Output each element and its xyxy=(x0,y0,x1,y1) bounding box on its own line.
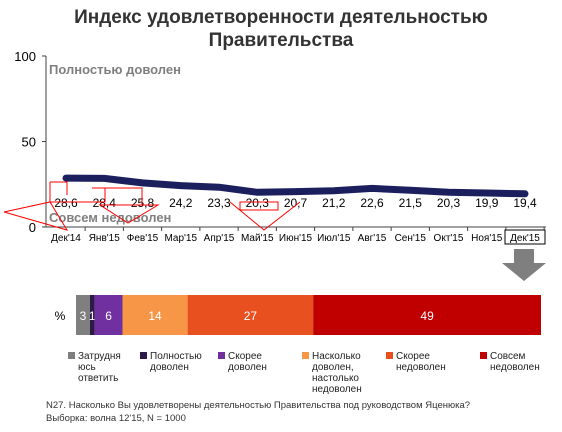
x-axis: Дек'14 Янв'15 Фев'15 Мар'15 Апр'15 Май'15 Июн'… xyxy=(46,226,546,245)
legend-label: Скорее xyxy=(228,351,262,362)
footnote-question: N27. Насколько Вы удовлетворены деятельн… xyxy=(46,400,470,411)
legend-label: доволен xyxy=(228,362,267,373)
band-label-bottom: Совсем недоволен xyxy=(49,210,171,225)
series-line-path xyxy=(62,174,529,198)
value-label: 28,6 xyxy=(54,196,78,210)
x-tick-label: Июн'15 xyxy=(279,233,313,244)
legend-swatch xyxy=(302,352,309,359)
callout-arrow-left xyxy=(3,201,69,231)
x-tick-label: Дек'15 xyxy=(510,233,540,244)
legend-label: доволен, xyxy=(312,362,354,373)
legend-label: настолько xyxy=(312,373,359,384)
distribution-stacked-bar: % 3 1 6 14 27 49 xyxy=(55,295,541,335)
legend-swatch xyxy=(218,352,225,359)
legend-label: ответить xyxy=(78,373,118,384)
band-labels: Полностью доволен Совсем недоволен xyxy=(49,62,181,225)
value-label: 28,4 xyxy=(93,196,117,210)
percent-sign: % xyxy=(55,309,66,323)
value-label: 24,2 xyxy=(169,196,193,210)
callout-box-right xyxy=(239,201,279,211)
legend-label: доволен xyxy=(150,362,189,373)
legend-label: Затрудня xyxy=(78,351,121,362)
legend-label: юсь xyxy=(78,362,96,373)
legend-label: недоволен xyxy=(312,384,362,395)
legend-label: недоволен xyxy=(396,362,446,373)
x-tick-label: Мар'15 xyxy=(164,233,197,244)
value-label: 21,5 xyxy=(399,196,423,210)
bar-segment xyxy=(313,295,541,335)
footnote-sample: Выборка: волна 12'15, N = 1000 xyxy=(46,413,186,424)
legend-label: Насколько xyxy=(312,351,361,362)
down-arrow-icon xyxy=(502,249,546,281)
legend-swatch xyxy=(140,352,147,359)
legend: ЗатрудняюсьответитьПолностьюдоволенСкоре… xyxy=(68,351,540,395)
segment-label: 14 xyxy=(148,309,162,323)
callout-box-mid xyxy=(98,187,160,224)
value-label: 22,6 xyxy=(360,196,384,210)
segment-label: 27 xyxy=(244,309,258,323)
value-label: 25,8 xyxy=(131,196,155,210)
segment-label: 6 xyxy=(105,309,112,323)
value-label: 19,9 xyxy=(475,196,499,210)
bar-segment xyxy=(122,295,188,335)
x-tick-label: Фев'15 xyxy=(127,233,159,244)
value-label: 20,3 xyxy=(437,196,461,210)
segment-label: 49 xyxy=(420,309,434,323)
x-tick-label: Авг'15 xyxy=(358,233,387,244)
value-labels: 28,6 28,4 25,8 24,2 23,3 20,3 20,7 21,2 22,6 21,5… xyxy=(3,181,537,231)
legend-swatch xyxy=(68,352,75,359)
x-tick-label: Окт'15 xyxy=(434,233,464,244)
x-tick-label: Апр'15 xyxy=(204,233,235,244)
x-tick-label: Июл'15 xyxy=(317,233,351,244)
callout-box-left xyxy=(49,181,106,203)
legend-swatch xyxy=(386,352,393,359)
y-tick-label: 0 xyxy=(29,220,36,235)
segment-label: 3 xyxy=(80,309,87,323)
y-tick-label: 100 xyxy=(14,49,36,64)
title-line-2: Правительства xyxy=(209,30,354,51)
satisfaction-index-line-chart: 0 50 100 Дек'14 Янв'15 Фев'15 Мар'15 Апр'15 Май… xyxy=(3,49,546,245)
bar-segment xyxy=(94,295,123,335)
y-tick-label: 50 xyxy=(22,135,36,150)
chart-title: Индекс удовлетворенности деятельностьюПр… xyxy=(74,7,488,51)
title-line-1: Индекс удовлетворенности деятельностью xyxy=(74,7,488,28)
value-label: 19,4 xyxy=(513,196,537,210)
value-label: 20,3 xyxy=(246,196,270,210)
legend-label: Скорее xyxy=(396,351,430,362)
x-tick-label: Ноя'15 xyxy=(471,233,503,244)
bar-segment xyxy=(89,295,95,335)
x-tick-label: Дек'14 xyxy=(51,233,81,244)
highlight-box xyxy=(504,229,546,245)
x-tick-label: Сен'15 xyxy=(395,233,427,244)
x-tick-label: Янв'15 xyxy=(89,233,121,244)
segment-label: 1 xyxy=(89,309,96,323)
bar-segment xyxy=(187,295,314,335)
value-label: 21,2 xyxy=(322,196,346,210)
legend-label: Совсем xyxy=(490,351,526,362)
value-label: 23,3 xyxy=(207,196,231,210)
series-line xyxy=(62,174,529,198)
y-axis: 0 50 100 xyxy=(14,49,47,235)
bar-segment xyxy=(76,295,90,335)
legend-label: недоволен xyxy=(490,362,540,373)
x-tick-label: Май'15 xyxy=(241,233,274,244)
down-arrow-shape xyxy=(502,249,546,281)
value-label: 20,7 xyxy=(284,196,308,210)
legend-label: Полностью xyxy=(150,351,202,362)
band-label-top: Полностью доволен xyxy=(49,62,181,77)
legend-swatch xyxy=(480,352,487,359)
callout-arrow-right xyxy=(229,201,301,231)
footnote: N27. Насколько Вы удовлетворены деятельн… xyxy=(46,400,470,424)
